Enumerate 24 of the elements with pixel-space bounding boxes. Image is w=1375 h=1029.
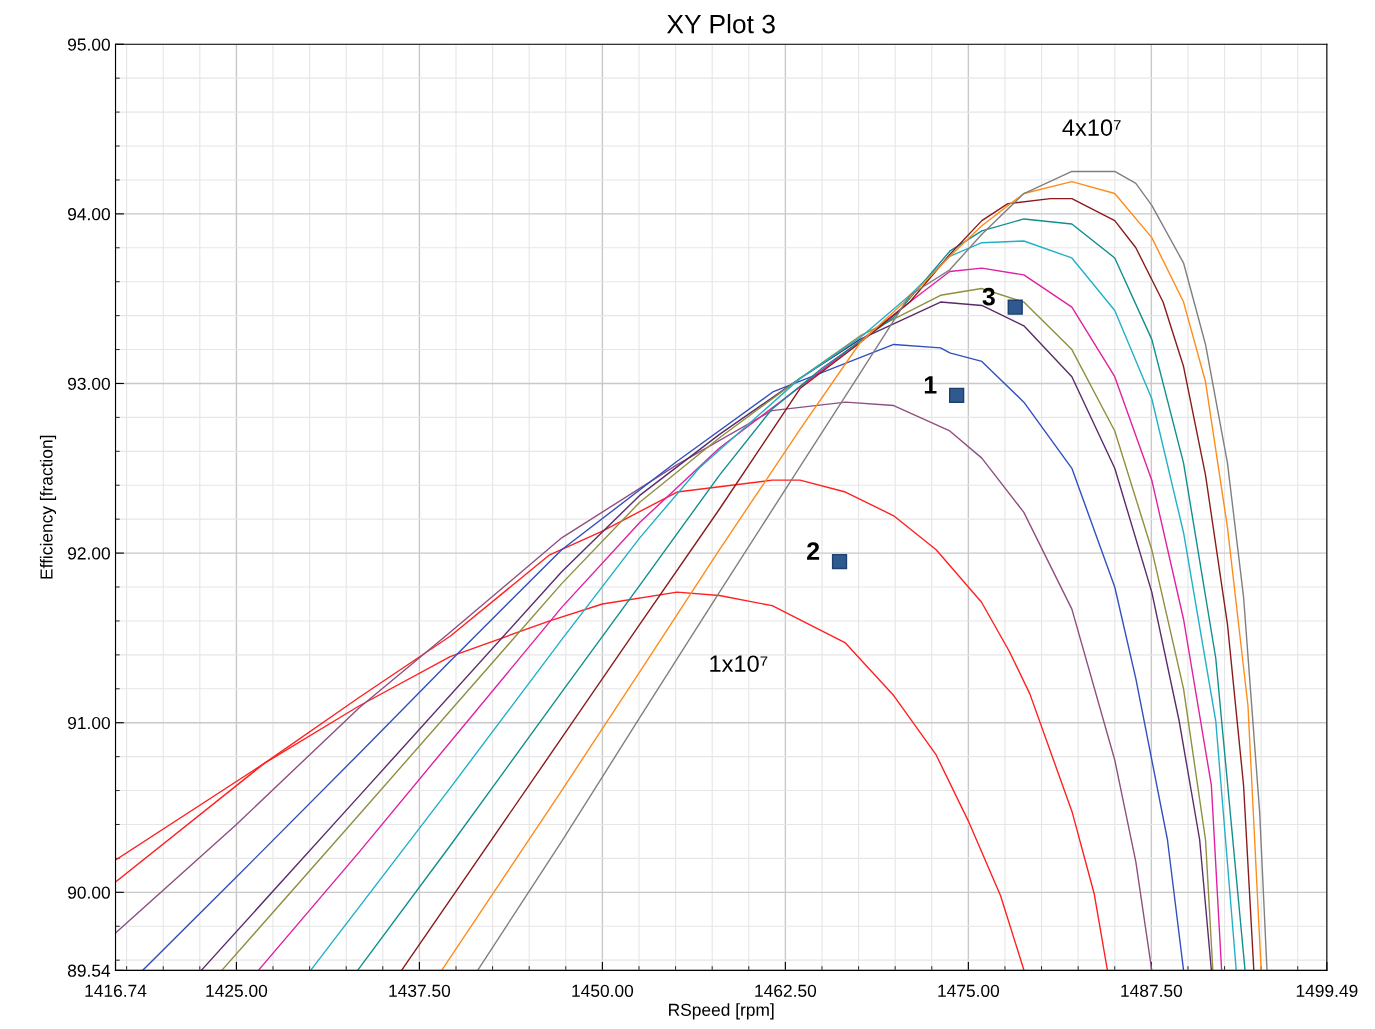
y-axis-title: Efficiency [fraction] bbox=[39, 435, 57, 579]
x-tick-label: 1475.00 bbox=[938, 984, 1000, 997]
y-tick-label: 93.00 bbox=[68, 377, 110, 390]
x-tick-label: 1450.00 bbox=[572, 984, 634, 997]
annotation: 1x10⁷ bbox=[710, 655, 768, 673]
x-tick-label: 1499.49 bbox=[1296, 984, 1358, 997]
y-tick-label: 90.00 bbox=[68, 886, 110, 899]
x-axis-title: RSpeed [rpm] bbox=[669, 1003, 774, 1020]
y-tick-label: 94.00 bbox=[68, 208, 110, 221]
annotation: 2 bbox=[807, 542, 820, 560]
x-tick-label: 1437.50 bbox=[389, 984, 451, 997]
x-tick-label: 1462.50 bbox=[755, 984, 817, 997]
x-tick-label: 1425.00 bbox=[206, 984, 268, 997]
y-tick-label: 92.00 bbox=[68, 547, 110, 560]
line-series bbox=[115, 479, 1109, 971]
y-tick-label: 89.54 bbox=[67, 964, 111, 977]
chart-title: XY Plot 3 bbox=[667, 14, 775, 34]
y-tick-label: 95.00 bbox=[68, 38, 110, 51]
x-tick-label: 1487.50 bbox=[1121, 984, 1183, 997]
annotation: 4x10⁷ bbox=[1062, 119, 1121, 136]
annotation: 1 bbox=[924, 376, 937, 394]
y-tick-label: 91.00 bbox=[68, 716, 110, 730]
annotation: 3 bbox=[982, 287, 995, 306]
x-tick-label: 1416.74 bbox=[85, 984, 147, 997]
